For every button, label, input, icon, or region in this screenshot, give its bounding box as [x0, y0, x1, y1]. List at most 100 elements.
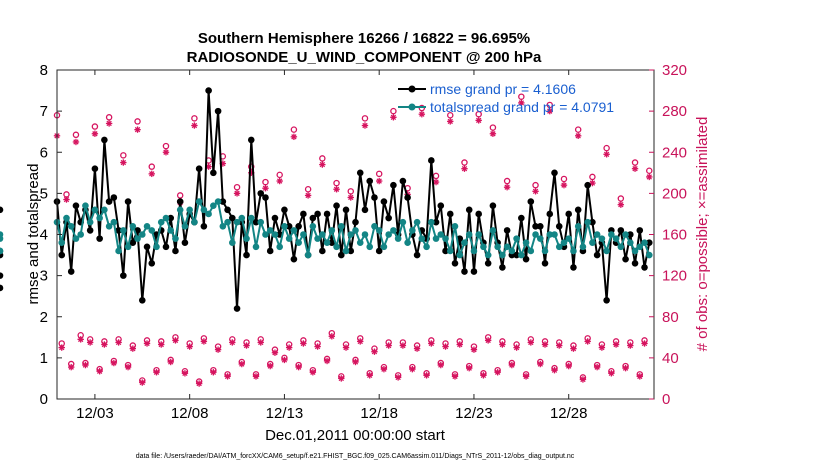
assimilated-obs-marker [484, 337, 492, 344]
assimilated-obs-marker [617, 201, 625, 208]
assimilated-obs-stroke [338, 375, 344, 382]
assimilated-obs-stroke [291, 134, 297, 140]
totalspread-point [347, 231, 355, 238]
x-tick-label: 12/28 [550, 405, 588, 422]
rmse-point [347, 247, 355, 255]
totalspread-point [101, 206, 108, 214]
totalspread-point [181, 222, 189, 230]
assimilated-obs-marker [513, 344, 520, 351]
assimilated-obs-stroke [532, 188, 539, 195]
totalspread-point [276, 243, 283, 251]
totalspread-point [432, 235, 440, 242]
rmse-point [143, 243, 151, 251]
assimilated-obs-marker [129, 345, 137, 352]
assimilated-obs-stroke [523, 373, 529, 380]
rmse-point [323, 210, 331, 218]
assimilated-obs-stroke [395, 374, 401, 381]
rmse-point [361, 206, 369, 214]
totalspread-point [418, 235, 426, 242]
rmse-point [375, 247, 383, 255]
totalspread-point [385, 231, 392, 238]
totalspread-point [238, 214, 246, 222]
assimilated-obs-stroke [196, 380, 202, 387]
assimilated-obs-marker [124, 363, 132, 371]
assimilated-obs-stroke [528, 339, 534, 346]
assimilated-obs-marker [442, 343, 449, 350]
assimilated-obs-marker [134, 126, 141, 133]
assimilated-obs-stroke [262, 185, 269, 191]
totalspread-point [191, 218, 198, 226]
assimilated-obs-stroke [333, 186, 340, 192]
rmse-point [314, 210, 321, 218]
assimilated-obs-stroke [139, 379, 145, 386]
totalspread-point [290, 227, 298, 234]
totalspread-point [451, 222, 459, 230]
rmse-point [470, 268, 478, 275]
totalspread-point [399, 218, 407, 226]
possible-obs-marker [646, 167, 653, 175]
assimilated-obs-stroke [314, 343, 321, 350]
y-tick-label: 6 [40, 144, 48, 161]
assimilated-obs-marker [167, 358, 174, 366]
assimilated-obs-marker [63, 196, 70, 203]
assimilated-obs-marker [304, 192, 312, 199]
assimilated-obs-stroke [551, 367, 558, 373]
rmse-point [285, 222, 293, 230]
totalspread-point [266, 227, 274, 234]
chart-subtitle: RADIOSONDE_U_WIND_COMPONENT @ 200 hPa [187, 49, 542, 66]
y-tick-label: 0 [40, 391, 48, 408]
totalspread-point [513, 235, 520, 242]
totalspread-point [565, 235, 573, 242]
totalspread-point [186, 206, 193, 214]
totalspread-point [475, 231, 482, 238]
assimilated-obs-marker [271, 349, 279, 356]
totalspread-point [465, 231, 473, 238]
assimilated-obs-marker [295, 363, 302, 371]
assimilated-obs-stroke [120, 159, 127, 166]
totalspread-point [503, 243, 511, 251]
possible-obs-marker [560, 175, 568, 183]
assimilated-obs-marker [423, 372, 430, 379]
rmse-point [290, 255, 298, 263]
assimilated-obs-marker [191, 122, 198, 129]
rmse-point [390, 181, 397, 189]
totalspread-point [148, 227, 156, 234]
assimilated-obs-stroke [575, 133, 581, 139]
possible-obs-marker [162, 142, 170, 150]
totalspread-point [409, 227, 416, 234]
assimilated-obs-marker [96, 368, 103, 375]
totalspread-point [560, 239, 568, 247]
rmse-point [631, 259, 639, 267]
assimilated-obs-marker [319, 161, 326, 168]
totalspread-point [86, 218, 94, 226]
assimilated-obs-marker [532, 188, 539, 195]
rmse-point [300, 210, 307, 218]
totalspread-point [622, 231, 629, 238]
rmse-point [337, 251, 345, 259]
rmse-point [105, 198, 113, 205]
assimilated-obs-stroke [73, 139, 79, 145]
totalspread-point [205, 210, 212, 218]
rmse-point [432, 218, 440, 226]
assimilated-obs-stroke [461, 166, 468, 172]
y-tick-label: 4 [40, 227, 48, 244]
assimilated-obs-stroke [286, 344, 292, 351]
assimilated-obs-marker [608, 370, 615, 377]
assimilated-obs-stroke [390, 114, 397, 120]
rmse-point [176, 198, 184, 205]
rmse-point [399, 177, 407, 185]
assimilated-obs-marker [551, 367, 558, 374]
y-tick-label: 7 [40, 103, 48, 120]
assimilated-obs-stroke [362, 122, 368, 129]
rmse-point [224, 206, 231, 214]
assimilated-obs-stroke [381, 366, 387, 372]
assimilated-obs-marker [314, 343, 321, 350]
totalspread-point [608, 231, 615, 238]
totalspread-point [172, 235, 179, 242]
possible-obs-marker [304, 186, 312, 193]
possible-obs-marker [72, 131, 80, 139]
totalspread-point [105, 222, 113, 230]
rmse-point [91, 165, 99, 172]
assimilated-obs-stroke [400, 342, 406, 349]
